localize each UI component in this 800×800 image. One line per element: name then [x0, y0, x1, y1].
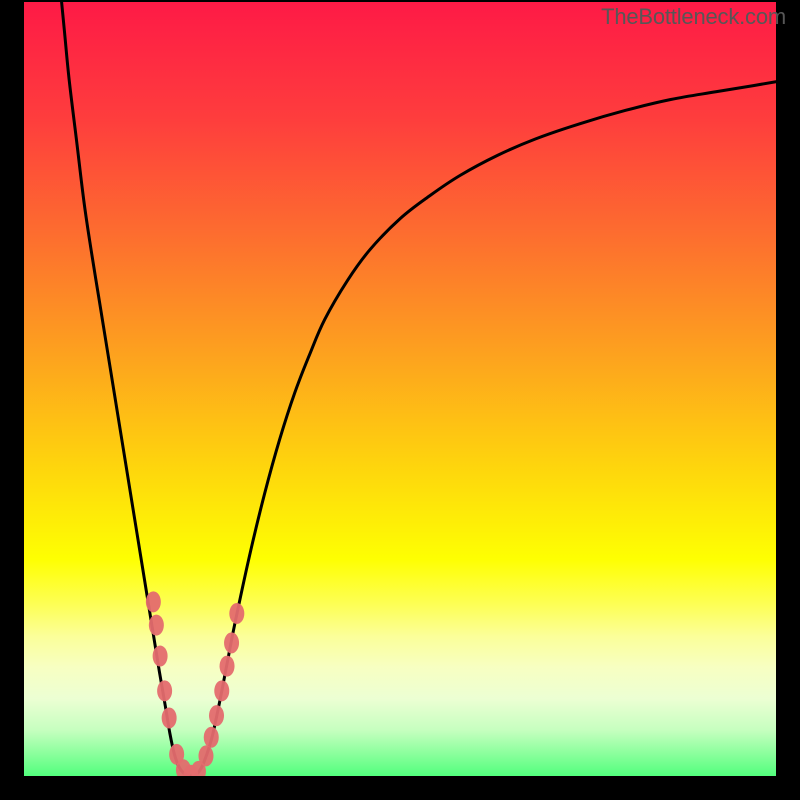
data-marker [162, 707, 177, 728]
data-marker [214, 680, 229, 701]
plot-area [24, 2, 776, 776]
chart-root: TheBottleneck.com [0, 0, 800, 800]
data-marker [209, 705, 224, 726]
chart-svg [24, 2, 776, 776]
data-marker [229, 603, 244, 624]
data-marker [149, 615, 164, 636]
data-marker [224, 632, 239, 653]
watermark-text: TheBottleneck.com [601, 4, 786, 30]
data-marker [153, 646, 168, 667]
data-marker [220, 656, 235, 677]
data-marker [157, 680, 172, 701]
gradient-background [24, 2, 776, 776]
data-marker [146, 591, 161, 612]
data-marker [204, 727, 219, 748]
data-marker [198, 745, 213, 766]
